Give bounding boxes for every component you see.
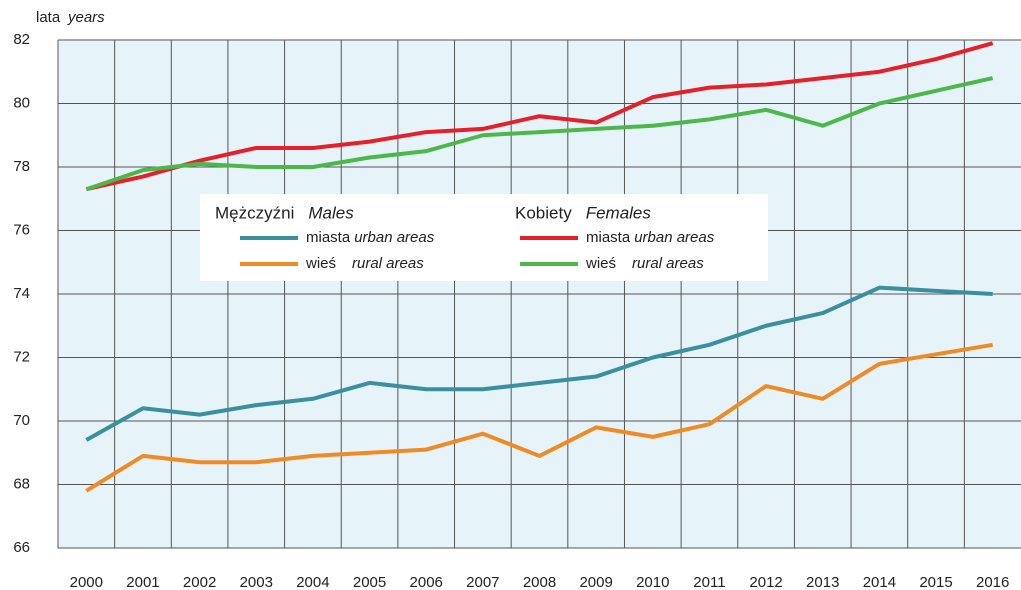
x-tick-label: 2005 xyxy=(353,574,386,590)
legend-label: wieś xyxy=(585,255,616,272)
legend-label: miasta xyxy=(586,229,631,246)
series-line xyxy=(85,76,994,192)
y-axis-label-en: years xyxy=(67,9,105,26)
legend-group-title-en: Females xyxy=(586,203,652,222)
y-tick-label: 66 xyxy=(13,539,30,556)
x-tick-label: 2008 xyxy=(523,574,556,590)
y-tick-label: 68 xyxy=(13,475,30,492)
y-tick-label: 74 xyxy=(13,285,30,302)
x-tick-label: 2009 xyxy=(579,574,612,590)
legend-label-en: rural areas xyxy=(352,255,424,272)
x-tick-label: 2012 xyxy=(749,574,782,590)
legend-label-en: urban areas xyxy=(354,229,435,246)
x-tick-label: 2016 xyxy=(976,574,1009,590)
y-tick-label: 78 xyxy=(13,158,30,175)
series-line xyxy=(85,285,993,442)
x-tick-label: 2013 xyxy=(806,574,839,590)
y-tick-label: 76 xyxy=(13,221,30,238)
x-tick-label: 2002 xyxy=(183,574,216,590)
y-tick-label: 70 xyxy=(13,412,30,429)
x-tick-label: 2001 xyxy=(126,574,159,590)
x-tick-label: 2006 xyxy=(410,574,443,590)
legend-label: wieś xyxy=(305,255,336,272)
legend-label-en: rural areas xyxy=(632,255,704,272)
series-line xyxy=(85,342,994,493)
x-tick-label: 2010 xyxy=(636,574,669,590)
legend-label: miasta xyxy=(306,229,351,246)
x-tick-label: 2000 xyxy=(70,574,103,590)
x-tick-label: 2007 xyxy=(466,574,499,590)
legend-label-en: urban areas xyxy=(634,229,715,246)
y-axis-label: lata xyxy=(36,9,61,26)
x-tick-label: 2014 xyxy=(863,574,896,590)
y-tick-label: 80 xyxy=(13,94,30,111)
series-line xyxy=(85,41,994,192)
x-tick-label: 2011 xyxy=(693,574,725,590)
y-tick-label: 72 xyxy=(13,348,30,365)
y-tick-label: 82 xyxy=(13,31,30,48)
x-tick-label: 2004 xyxy=(296,574,329,590)
x-tick-label: 2015 xyxy=(919,574,952,590)
legend-group-title-en: Males xyxy=(308,203,354,222)
legend-group-title: Kobiety xyxy=(515,203,572,222)
x-tick-label: 2003 xyxy=(240,574,273,590)
legend-group-title: Mężczyźni xyxy=(215,203,294,222)
